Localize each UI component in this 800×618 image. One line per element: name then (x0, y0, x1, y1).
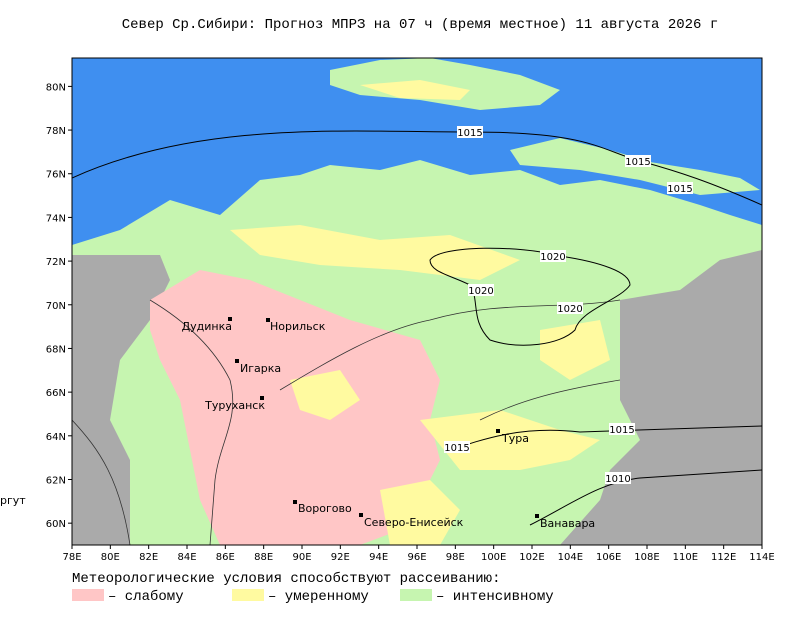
lat-tick-label: 62N (46, 475, 66, 486)
city-marker (359, 513, 363, 517)
isobar-label-bg (609, 423, 635, 435)
isobar-label: 1015 (625, 157, 650, 168)
isobar-label: 1010 (605, 474, 630, 485)
city-marker (266, 318, 270, 322)
isobar-label-bg (540, 250, 566, 262)
city-label: Туруханск (204, 399, 265, 412)
lon-tick-label: 78E (62, 552, 81, 563)
lon-tick-label: 114E (749, 552, 774, 563)
isobar-label: 1015 (667, 184, 692, 195)
isobar-label-bg (667, 182, 693, 194)
lon-tick-label: 100E (481, 552, 506, 563)
isobar-label-bg (444, 441, 470, 453)
lon-tick-label: 110E (673, 552, 698, 563)
offmap-city-label: ргут (0, 494, 26, 507)
isobar-label-bg (557, 302, 583, 314)
lon-tick-label: 108E (634, 552, 659, 563)
isobar-label-bg (457, 126, 483, 138)
city-label: Дудинка (182, 320, 232, 333)
legend-label: – слабому (108, 588, 184, 605)
city-marker (260, 396, 264, 400)
map-area (72, 58, 762, 545)
lon-tick-label: 96E (407, 552, 426, 563)
isobar-label-bg (605, 472, 631, 484)
city-label: Тура (501, 432, 529, 445)
lon-tick-label: 88E (254, 552, 273, 563)
isobar-label: 1015 (457, 128, 482, 139)
isobar-label-bg (625, 155, 651, 167)
lon-tick-label: 106E (596, 552, 621, 563)
lat-tick-label: 72N (46, 257, 66, 268)
lon-tick-label: 82E (139, 552, 158, 563)
lat-tick-label: 60N (46, 519, 66, 530)
city-marker (535, 514, 539, 518)
lon-tick-label: 86E (216, 552, 235, 563)
lat-tick-label: 80N (46, 82, 66, 93)
city-label: Игарка (240, 362, 281, 375)
lon-tick-label: 92E (331, 552, 350, 563)
lon-tick-label: 102E (519, 552, 544, 563)
lat-tick-label: 70N (46, 301, 66, 312)
lon-tick-label: 90E (292, 552, 311, 563)
lon-tick-label: 98E (446, 552, 465, 563)
lat-tick-label: 66N (46, 388, 66, 399)
lat-tick-label: 68N (46, 344, 66, 355)
legend-swatch (400, 589, 432, 601)
isobar-label-bg (468, 284, 494, 296)
legend-label: – умеренному (268, 589, 369, 605)
legend-title: Метеорологические условия способствуют р… (72, 570, 500, 587)
city-label: Норильск (270, 320, 326, 333)
city-label: Ворогово (298, 502, 352, 515)
lat-tick-label: 64N (46, 432, 66, 443)
city-marker (496, 429, 500, 433)
legend-label: – интенсивному (436, 589, 554, 605)
city-label: Северо-Енисейск (364, 516, 464, 529)
city-marker (235, 359, 239, 363)
lat-tick-label: 74N (46, 213, 66, 224)
city-marker (228, 317, 232, 321)
isobar-label: 1015 (444, 443, 469, 454)
legend-swatch (232, 589, 264, 601)
city-label: Ванавара (540, 517, 595, 530)
lon-tick-label: 94E (369, 552, 388, 563)
isobar-label: 1020 (540, 252, 565, 263)
isobar-label: 1015 (609, 425, 634, 436)
isobar-label: 1020 (468, 286, 493, 297)
legend-swatch (72, 589, 104, 601)
lon-tick-label: 80E (101, 552, 120, 563)
city-marker (293, 500, 297, 504)
lat-tick-label: 78N (46, 126, 66, 137)
lon-tick-label: 84E (177, 552, 196, 563)
isobar-label: 1020 (557, 304, 582, 315)
lon-tick-label: 104E (558, 552, 583, 563)
lat-tick-label: 76N (46, 170, 66, 181)
title: Север Ср.Сибири: Прогноз МПРЗ на 07 ч (в… (122, 16, 719, 33)
lon-tick-label: 112E (711, 552, 736, 563)
